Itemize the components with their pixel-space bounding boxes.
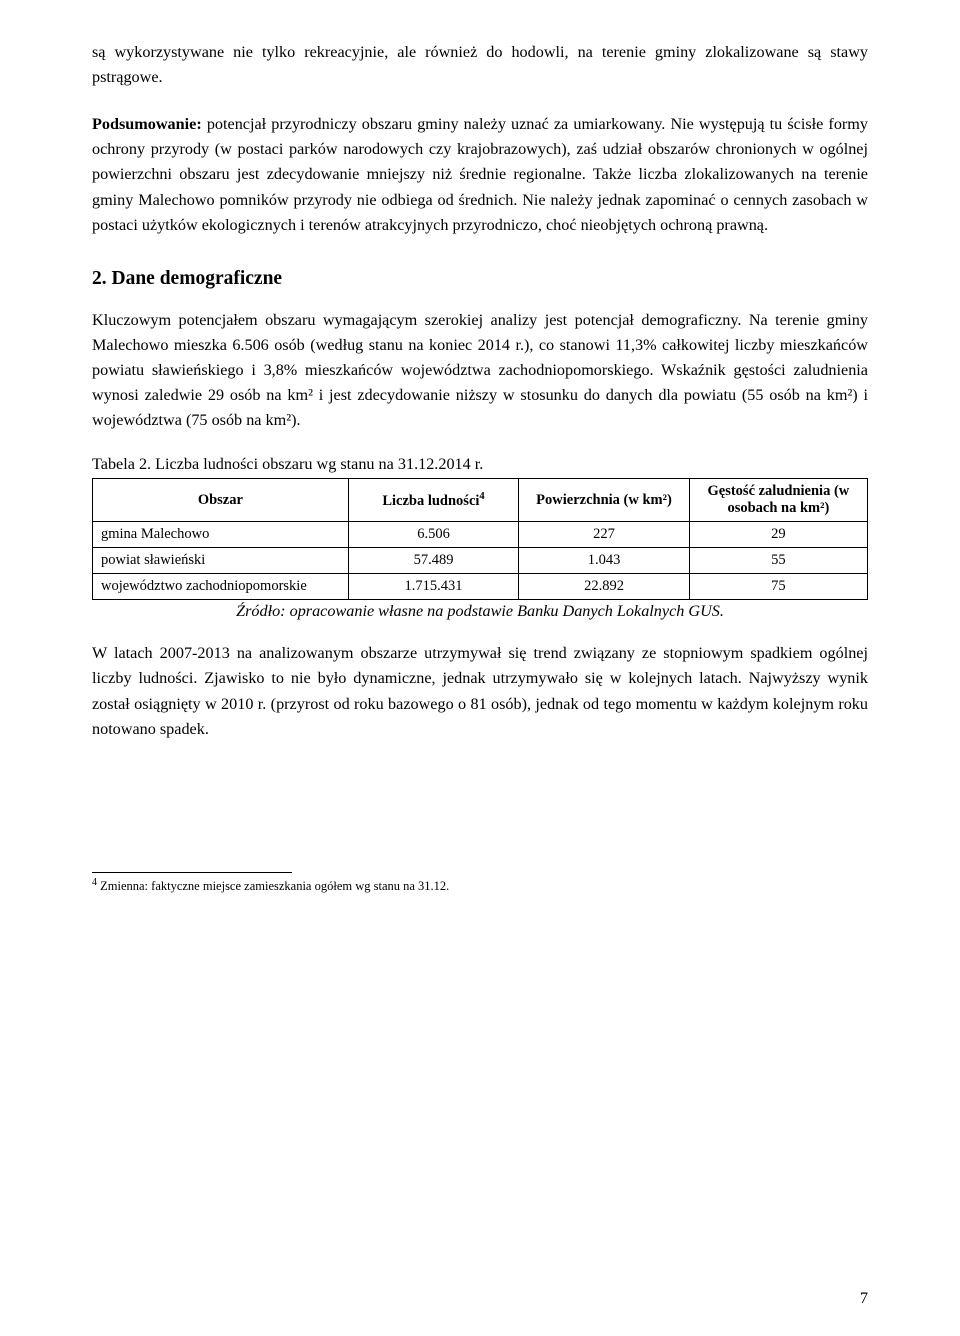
cell-density: 29 — [689, 522, 867, 548]
th-surface: Powierzchnia (w km²) — [519, 479, 690, 522]
population-table: Obszar Liczba ludności4 Powierzchnia (w … — [92, 478, 868, 600]
cell-population: 1.715.431 — [348, 574, 519, 600]
cell-surface: 22.892 — [519, 574, 690, 600]
table-caption: Tabela 2. Liczba ludności obszaru wg sta… — [92, 455, 868, 474]
cell-surface: 1.043 — [519, 548, 690, 574]
cell-population: 6.506 — [348, 522, 519, 548]
cell-population: 57.489 — [348, 548, 519, 574]
cell-area: gmina Malechowo — [93, 522, 349, 548]
th-population: Liczba ludności4 — [348, 479, 519, 522]
paragraph-demographics-overview: Kluczowym potencjałem obszaru wymagający… — [92, 308, 868, 434]
page-number: 7 — [860, 1289, 868, 1308]
cell-area: województwo zachodniopomorskie — [93, 574, 349, 600]
summary-label: Podsumowanie: — [92, 115, 202, 133]
footnote-separator — [92, 872, 292, 873]
footnote: 4 Zmienna: faktyczne miejsce zamieszkani… — [92, 877, 868, 894]
th-population-footref: 4 — [479, 491, 484, 502]
cell-area: powiat sławieński — [93, 548, 349, 574]
th-area: Obszar — [93, 479, 349, 522]
table-source: Źródło: opracowanie własne na podstawie … — [92, 602, 868, 621]
table-header-row: Obszar Liczba ludności4 Powierzchnia (w … — [93, 479, 868, 522]
document-page: są wykorzystywane nie tylko rekreacyjnie… — [0, 0, 960, 1336]
paragraph-intro-continued: są wykorzystywane nie tylko rekreacyjnie… — [92, 40, 868, 90]
table-source-italic: Źródło: opracowanie własne na podstawie … — [236, 602, 535, 620]
table-row: powiat sławieński 57.489 1.043 55 — [93, 548, 868, 574]
cell-surface: 227 — [519, 522, 690, 548]
section-heading-demographics: 2. Dane demograficzne — [92, 268, 868, 290]
th-density: Gęstość zaludnienia (w osobach na km²) — [689, 479, 867, 522]
paragraph-summary: Podsumowanie: potencjał przyrodniczy obs… — [92, 112, 868, 238]
footnote-text: Zmienna: faktyczne miejsce zamieszkania … — [97, 879, 449, 893]
th-population-label: Liczba ludności — [382, 493, 479, 509]
summary-text: potencjał przyrodniczy obszaru gminy nal… — [92, 115, 868, 233]
table-source-rest: nku Danych Lokalnych GUS. — [535, 602, 724, 620]
cell-density: 55 — [689, 548, 867, 574]
paragraph-trend: W latach 2007-2013 na analizowanym obsza… — [92, 641, 868, 741]
table-row: województwo zachodniopomorskie 1.715.431… — [93, 574, 868, 600]
cell-density: 75 — [689, 574, 867, 600]
table-row: gmina Malechowo 6.506 227 29 — [93, 522, 868, 548]
